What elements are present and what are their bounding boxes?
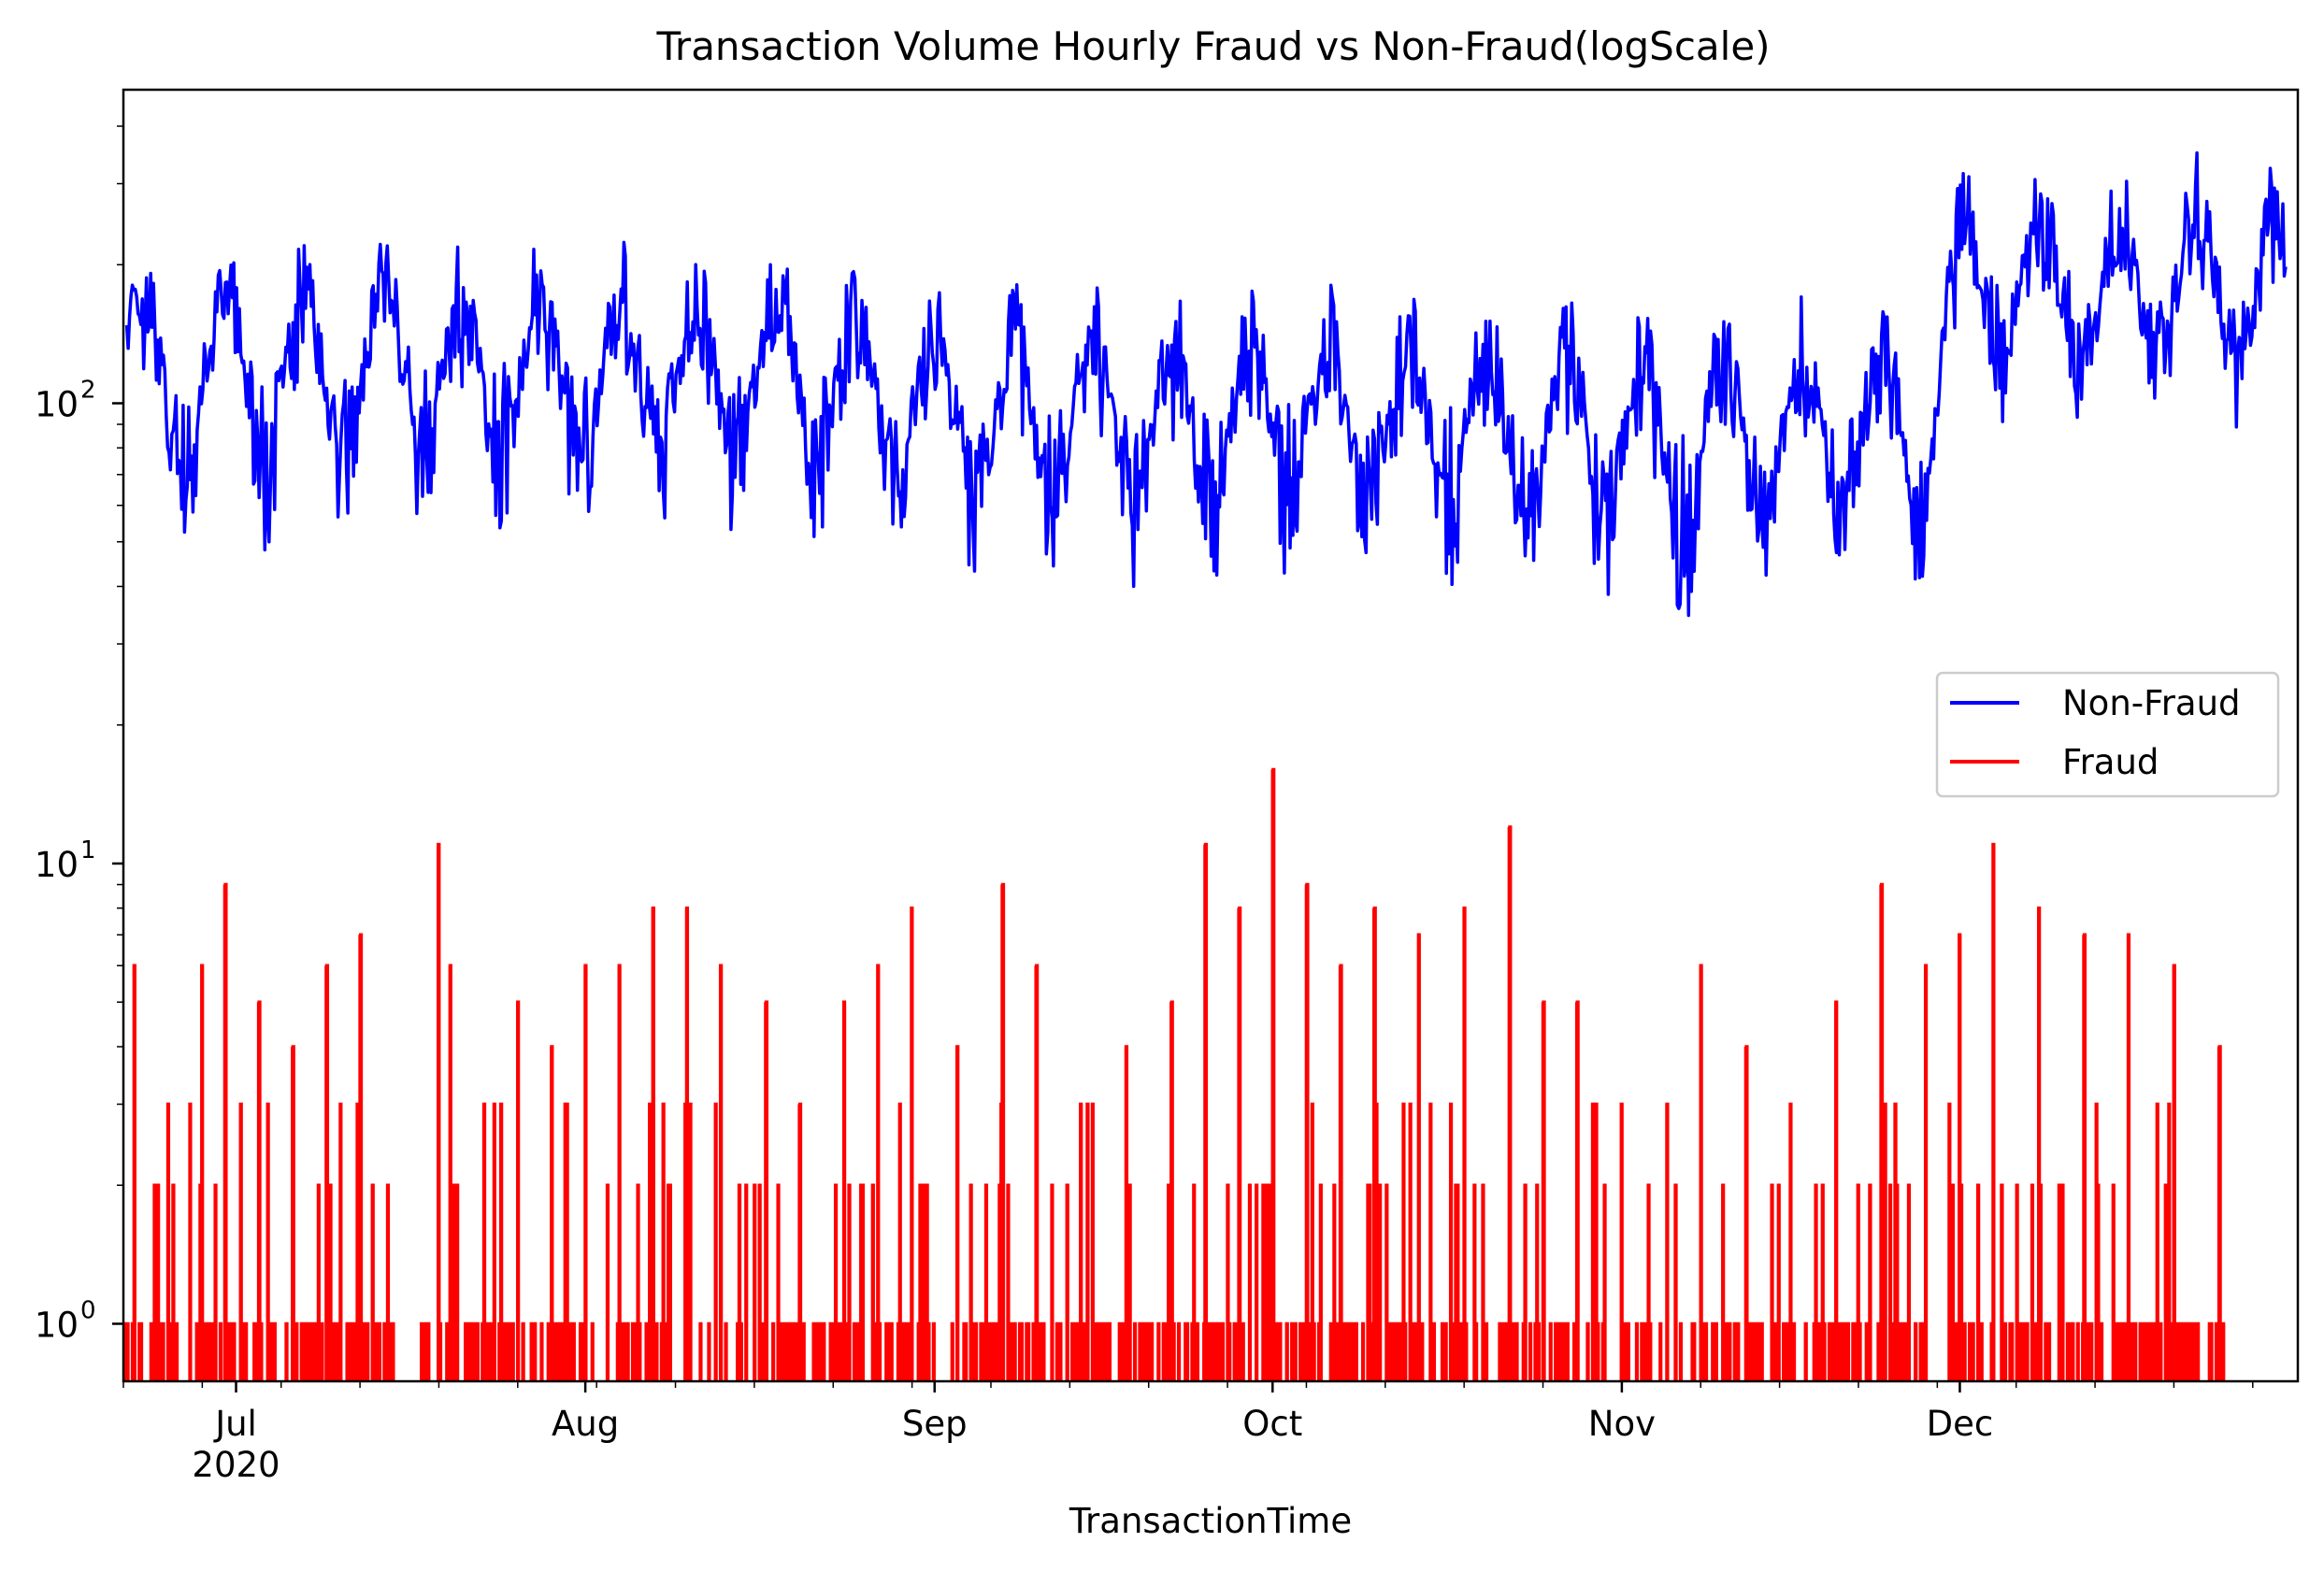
- y-tick-label-0: 10: [35, 1305, 79, 1345]
- x-tick-sublabel-0: 2020: [192, 1445, 280, 1485]
- x-tick-label-0: Jul: [213, 1404, 257, 1444]
- series-line-nonfraud: [124, 150, 2288, 618]
- x-tick-label-5: Dec: [1927, 1404, 1994, 1444]
- y-tick-exp-0: 0: [80, 1296, 96, 1324]
- chart-title: Transaction Volume Hourly Fraud vs Non-F…: [655, 23, 1770, 69]
- y-tick-exp-2: 2: [80, 377, 96, 405]
- x-tick-label-2: Sep: [902, 1404, 968, 1444]
- x-tick-label-4: Nov: [1588, 1404, 1656, 1444]
- x-tick-label-3: Oct: [1242, 1404, 1302, 1444]
- legend-label-nonfraud: Non-Fraud: [2062, 683, 2241, 723]
- legend: Non-Fraud Fraud: [1935, 671, 2280, 798]
- y-tick-exp-1: 1: [80, 836, 96, 864]
- legend-label-fraud: Fraud: [2062, 742, 2159, 782]
- x-axis-label: TransactionTime: [1069, 1501, 1352, 1541]
- legend-box: [1935, 671, 2280, 798]
- y-tick-label-2: 10: [35, 385, 79, 425]
- y-tick-label-1: 10: [35, 845, 79, 885]
- series-line-fraud: [123, 767, 2226, 1381]
- x-tick-label-1: Aug: [552, 1404, 619, 1444]
- plot-area: [123, 150, 2288, 1381]
- plot-frame: [122, 88, 2300, 1383]
